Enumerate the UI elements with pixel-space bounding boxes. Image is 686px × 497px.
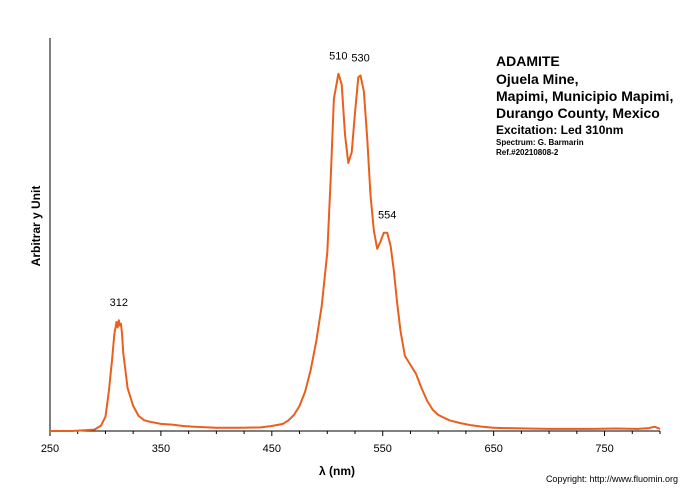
locality-line-1: Ojuela Mine, <box>496 71 578 87</box>
peak-label: 554 <box>378 210 396 222</box>
reference-id: Ref.#20210808-2 <box>496 148 559 157</box>
x-tick-label: 650 <box>484 443 502 455</box>
locality-line-2: Mapimi, Municipio Mapimi, <box>496 88 673 104</box>
locality-line-3: Durango County, Mexico <box>496 105 660 121</box>
peak-label: 530 <box>351 53 369 65</box>
spectrum-credit: Spectrum: G. Barmarin <box>496 138 584 147</box>
x-ticks: 250 350 450 550 650 750 <box>41 431 661 455</box>
x-tick-label: 750 <box>595 443 613 455</box>
x-tick-label: 450 <box>263 443 281 455</box>
series-layer <box>50 72 661 432</box>
copyright-text: Copyright: http://www.fluomin.org <box>546 474 678 484</box>
mineral-info-block: ADAMITE Ojuela Mine, Mapimi, Municipio M… <box>496 53 673 157</box>
y-axis-title: Arbitrar y Unit <box>29 186 43 267</box>
peak-label: 510 <box>329 51 347 63</box>
x-tick-label: 550 <box>374 443 392 455</box>
excitation-text: Excitation: Led 310nm <box>496 123 623 137</box>
x-axis-title: λ (nm) <box>319 464 355 478</box>
x-tick-label: 250 <box>41 443 59 455</box>
peak-annotations: 312 510 530 554 <box>110 51 397 310</box>
spectrum-line <box>50 72 661 432</box>
mineral-name: ADAMITE <box>496 53 560 69</box>
peak-label: 312 <box>110 297 128 309</box>
x-tick-label: 350 <box>152 443 170 455</box>
